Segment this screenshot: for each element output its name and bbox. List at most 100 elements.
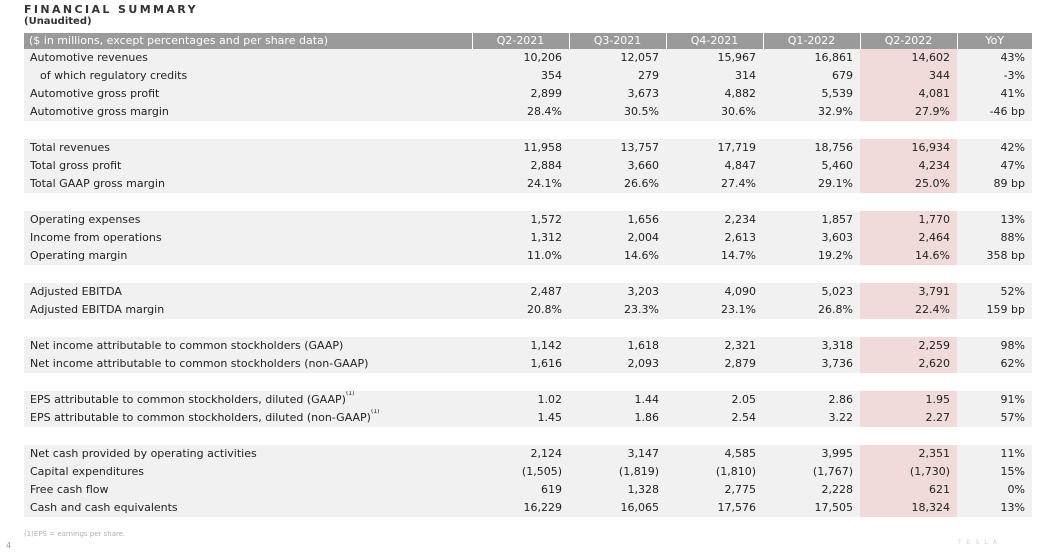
- highlighted-value-cell: 25.0%: [860, 175, 957, 193]
- highlighted-value-cell: 4,234: [860, 157, 957, 175]
- row-label: Free cash flow: [24, 481, 472, 499]
- value-cell: 1,312: [472, 229, 569, 247]
- spacer-cell: [24, 319, 1032, 337]
- value-cell: (1,505): [472, 463, 569, 481]
- value-cell: 18,756: [763, 139, 860, 157]
- highlighted-value-cell: (1,730): [860, 463, 957, 481]
- yoy-cell: 43%: [957, 49, 1032, 67]
- table-row: Income from operations 1,312 2,004 2,613 3,6…: [24, 229, 1032, 247]
- highlighted-value-cell: 2,464: [860, 229, 957, 247]
- value-cell: 1.44: [569, 391, 666, 409]
- value-cell: 17,576: [666, 499, 763, 517]
- table-row: Automotive gross profit 2,899 3,673 4,882 5,…: [24, 85, 1032, 103]
- highlighted-value-cell: 1,770: [860, 211, 957, 229]
- highlighted-value-cell: 2.27: [860, 409, 957, 427]
- highlighted-value-cell: 14,602: [860, 49, 957, 67]
- column-header-q1-2022: Q1-2022: [763, 33, 861, 49]
- row-label-text: Adjusted EBITDA: [30, 285, 122, 298]
- value-cell: 1,616: [472, 355, 569, 373]
- section-spacer: [24, 193, 1032, 211]
- row-label: Capital expenditures: [24, 463, 472, 481]
- logo-wordmark: TESLA: [958, 539, 1002, 546]
- value-cell: 15,967: [666, 49, 763, 67]
- row-label: Income from operations: [24, 229, 472, 247]
- page-subtitle: (Unaudited): [24, 16, 92, 27]
- value-cell: 619: [472, 481, 569, 499]
- column-header-q2-2022: Q2-2022: [860, 33, 958, 49]
- value-cell: 5,023: [763, 283, 860, 301]
- value-cell: 12,057: [569, 49, 666, 67]
- value-cell: 14.6%: [569, 247, 666, 265]
- yoy-cell: 0%: [957, 481, 1032, 499]
- value-cell: 3,660: [569, 157, 666, 175]
- row-label: Adjusted EBITDA margin: [24, 301, 472, 319]
- value-cell: 24.1%: [472, 175, 569, 193]
- section-spacer: [24, 121, 1032, 139]
- table-row: Total revenues 11,958 13,757 17,719 18,756 16…: [24, 139, 1032, 157]
- value-cell: 354: [472, 67, 569, 85]
- value-cell: 3,318: [763, 337, 860, 355]
- footnote-marker: (1): [345, 391, 355, 397]
- highlighted-value-cell: 27.9%: [860, 103, 957, 121]
- value-cell: 30.6%: [666, 103, 763, 121]
- value-cell: 1,857: [763, 211, 860, 229]
- value-cell: 4,882: [666, 85, 763, 103]
- value-cell: 3,995: [763, 445, 860, 463]
- section-spacer: [24, 265, 1032, 283]
- yoy-cell: 52%: [957, 283, 1032, 301]
- highlighted-value-cell: 621: [860, 481, 957, 499]
- row-label-text: Income from operations: [30, 231, 162, 244]
- value-cell: 2,234: [666, 211, 763, 229]
- row-label: Total gross profit: [24, 157, 472, 175]
- table-row: Cash and cash equivalents 16,229 16,065 17,…: [24, 499, 1032, 517]
- row-label: Net income attributable to common stockh…: [24, 337, 472, 355]
- row-label-text: Cash and cash equivalents: [30, 501, 178, 514]
- highlighted-value-cell: 3,791: [860, 283, 957, 301]
- value-cell: 2,124: [472, 445, 569, 463]
- spacer-cell: [24, 193, 1032, 211]
- value-cell: 17,505: [763, 499, 860, 517]
- value-cell: 1,618: [569, 337, 666, 355]
- value-cell: 16,229: [472, 499, 569, 517]
- logo-text: TESLA: [958, 539, 1002, 546]
- highlighted-value-cell: 18,324: [860, 499, 957, 517]
- table-row: EPS attributable to common stockholders,…: [24, 391, 1032, 409]
- yoy-cell: 13%: [957, 211, 1032, 229]
- yoy-cell: 15%: [957, 463, 1032, 481]
- value-cell: 2,487: [472, 283, 569, 301]
- column-header-q3-2021: Q3-2021: [569, 33, 667, 49]
- value-cell: 1.86: [569, 409, 666, 427]
- value-cell: (1,767): [763, 463, 860, 481]
- table-row: Adjusted EBITDA margin 20.8% 23.3% 23.1% 26.…: [24, 301, 1032, 319]
- row-label: of which regulatory credits: [24, 67, 472, 85]
- table-row: EPS attributable to common stockholders,…: [24, 409, 1032, 427]
- table-row: Net income attributable to common stockh…: [24, 355, 1032, 373]
- value-cell: 20.8%: [472, 301, 569, 319]
- table-row: Adjusted EBITDA 2,487 3,203 4,090 5,023 3,791…: [24, 283, 1032, 301]
- value-cell: 2.05: [666, 391, 763, 409]
- value-cell: 14.7%: [666, 247, 763, 265]
- spacer-cell: [24, 265, 1032, 283]
- value-cell: 2,884: [472, 157, 569, 175]
- table-body: Automotive revenues 10,206 12,057 15,967 16,…: [24, 49, 1032, 517]
- yoy-cell: 41%: [957, 85, 1032, 103]
- footnote-marker: (1): [370, 409, 380, 415]
- row-label-text: Adjusted EBITDA margin: [30, 303, 165, 316]
- yoy-cell: 57%: [957, 409, 1032, 427]
- table-row: Total gross profit 2,884 3,660 4,847 5,460 4,…: [24, 157, 1032, 175]
- page-number: 4: [6, 541, 12, 550]
- value-cell: 13,757: [569, 139, 666, 157]
- value-cell: 5,539: [763, 85, 860, 103]
- yoy-cell: 91%: [957, 391, 1032, 409]
- page-title: FINANCIAL SUMMARY: [24, 3, 198, 16]
- row-label: Automotive gross profit: [24, 85, 472, 103]
- value-cell: 2,613: [666, 229, 763, 247]
- value-cell: 1,328: [569, 481, 666, 499]
- footnote: (1)EPS = earnings per share.: [24, 530, 126, 538]
- value-cell: 19.2%: [763, 247, 860, 265]
- value-cell: 2,093: [569, 355, 666, 373]
- table-row: Automotive gross margin 28.4% 30.5% 30.6% 32…: [24, 103, 1032, 121]
- column-header-yoy: YoY: [957, 33, 1032, 49]
- row-label: EPS attributable to common stockholders,…: [24, 409, 472, 427]
- row-label-text: of which regulatory credits: [40, 69, 188, 82]
